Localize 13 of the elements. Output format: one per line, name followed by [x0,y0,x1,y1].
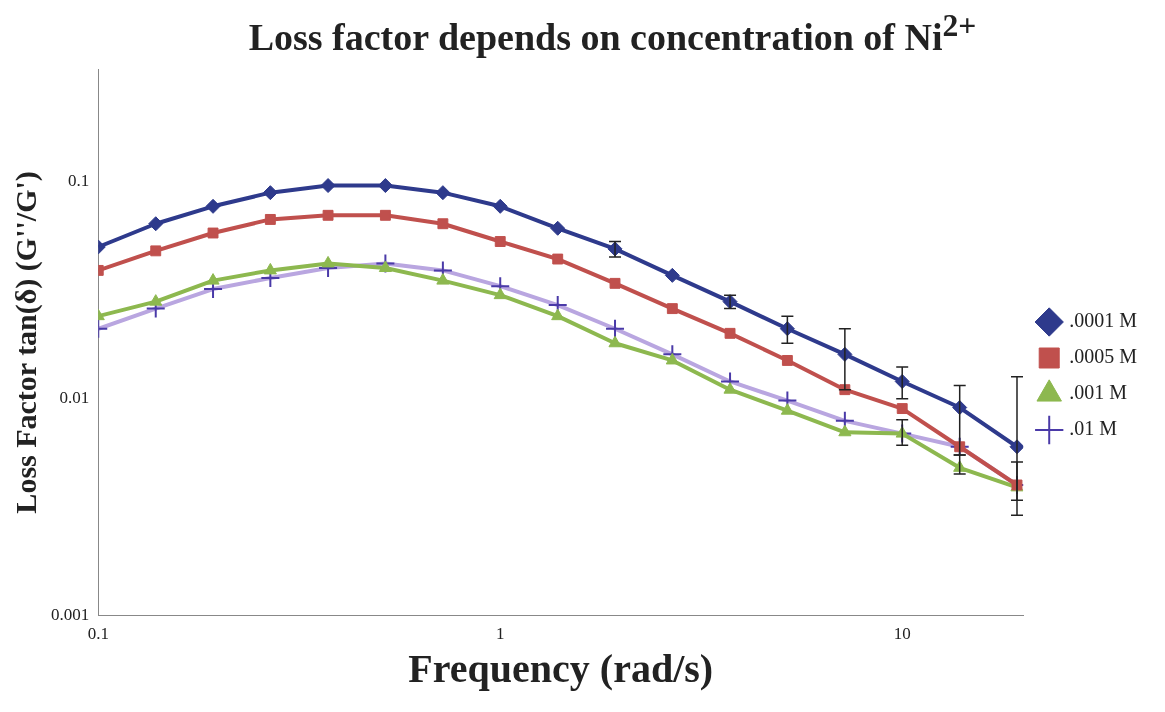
y-tick-label: 0.001 [51,605,90,625]
legend-label: .0001 M [1069,309,1138,332]
x-tick-label: 10 [893,624,911,644]
legend-label: .001 M [1069,381,1128,404]
y-tick-label: 0.1 [68,171,90,191]
y-axis-title: Loss Factor tan(δ) (G''/G') [8,171,43,514]
x-tick-label: 1 [495,624,505,644]
y-tick-label: 0.01 [59,388,90,408]
chart-title: Loss factor depends on concentration of Ni$^{2+}$ [247,8,978,58]
x-tick-label: 0.1 [87,624,109,644]
legend-label: .0005 M [1069,345,1138,368]
legend-label: .01 M [1069,417,1118,440]
x-axis-title: Frequency (rad/s) [408,646,714,692]
